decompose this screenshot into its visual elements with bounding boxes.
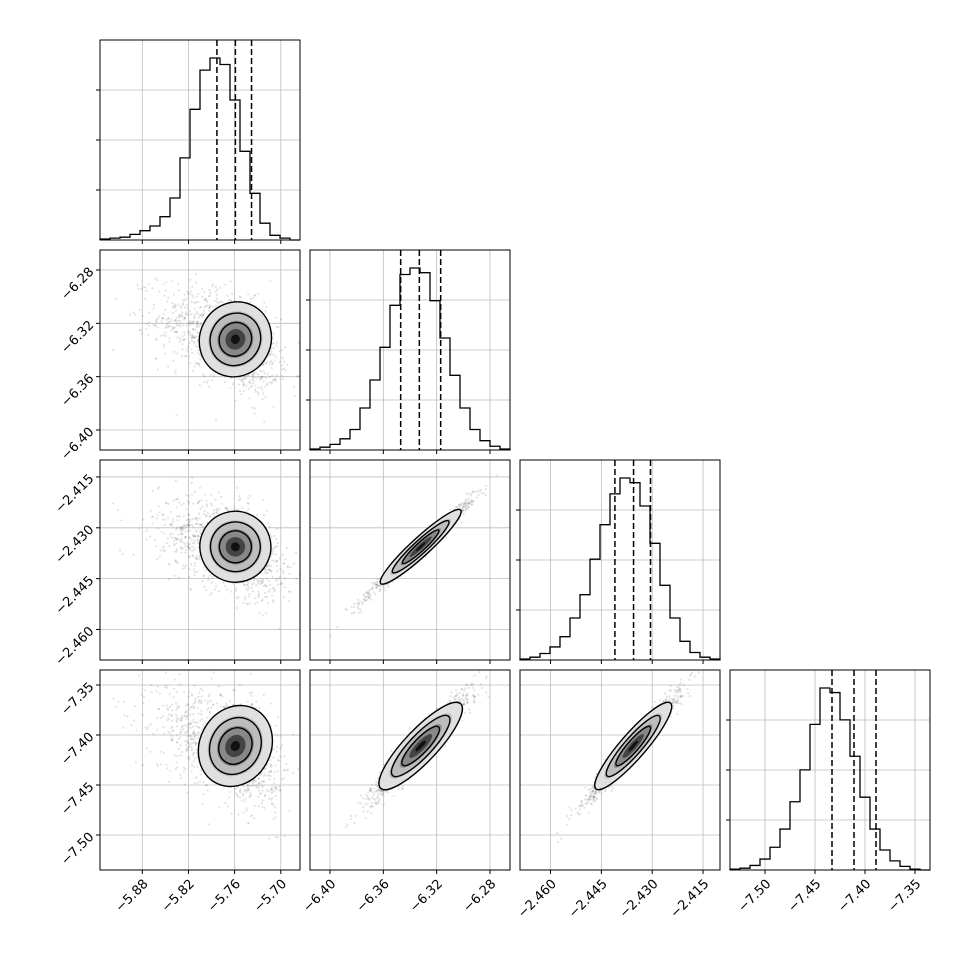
contour-2-1-2 <box>401 529 440 565</box>
panel-frame-3-1 <box>309 669 511 871</box>
x-tick-label-2-2: −2.430 <box>617 877 662 922</box>
hist-panel-2 <box>516 459 721 664</box>
y-tick-label-3-2: −7.40 <box>59 730 98 769</box>
x-tick-label-3-0: −7.50 <box>736 877 775 916</box>
panel-frame-3-0 <box>99 669 301 871</box>
x-tick-label-0-2: −5.76 <box>205 877 244 916</box>
pair-panel-2-0 <box>96 459 301 664</box>
x-tick-label-3-2: −7.40 <box>836 877 875 916</box>
y-tick-label-1-0: −6.40 <box>59 425 98 464</box>
hist-step-0 <box>99 57 300 241</box>
contour-3-2-1 <box>605 714 661 778</box>
hist-step-2 <box>519 477 721 660</box>
x-tick-label-1-0: −6.40 <box>301 877 340 916</box>
contour-1-0-0 <box>198 301 273 378</box>
contour-1-0-2 <box>218 321 253 357</box>
hist-step-1 <box>309 267 511 450</box>
hist-panel-0 <box>96 39 301 244</box>
y-tick-label-2-2: −2.430 <box>53 522 98 567</box>
contour-3-1-0 <box>378 701 464 791</box>
pair-panel-3-0 <box>96 669 301 874</box>
density-level-2-1-4 <box>415 542 426 552</box>
contour-2-0-1 <box>209 521 261 573</box>
panel-frame-2-1 <box>309 459 511 661</box>
x-tick-label-1-2: −6.32 <box>407 877 446 916</box>
contour-3-2-0 <box>594 701 673 791</box>
contour-2-1-0 <box>379 508 462 585</box>
density-level-1-0-4 <box>230 334 240 345</box>
x-tick-label-1-3: −6.28 <box>461 877 500 916</box>
y-tick-label-3-0: −7.50 <box>59 830 98 869</box>
x-tick-label-1-1: −6.36 <box>354 877 393 916</box>
pair-panel-3-2 <box>519 669 721 874</box>
hist-panel-1 <box>306 249 511 454</box>
panel-frame-3-2 <box>519 669 721 871</box>
contour-3-0-1 <box>208 716 262 776</box>
y-tick-label-2-0: −2.460 <box>53 624 98 669</box>
density-shading-2-1 <box>379 508 462 585</box>
contour-3-1-2 <box>401 725 441 767</box>
x-tick-label-3-3: −7.35 <box>886 877 925 916</box>
density-shading-1-0 <box>198 301 273 378</box>
x-tick-label-0-3: −5.70 <box>251 877 290 916</box>
panel-frame-1-0 <box>99 249 301 451</box>
contour-2-0-0 <box>199 510 272 583</box>
panel-bg-3-0 <box>100 670 300 870</box>
density-level-3-2-4 <box>628 740 639 752</box>
x-tick-label-2-0: −2.460 <box>515 877 560 922</box>
y-tick-label-2-1: −2.445 <box>53 573 98 618</box>
x-tick-label-2-1: −2.445 <box>566 877 611 922</box>
contour-3-0-0 <box>197 704 274 788</box>
x-tick-label-0-0: −5.88 <box>113 877 152 916</box>
density-shading-3-1 <box>378 701 464 791</box>
density-level-2-0-4 <box>230 542 240 552</box>
y-tick-label-3-1: −7.45 <box>59 780 98 819</box>
x-tick-label-2-3: −2.415 <box>668 877 713 922</box>
density-level-3-1-4 <box>415 740 426 752</box>
y-tick-label-1-1: −6.36 <box>59 371 98 410</box>
contour-3-0-2 <box>218 727 253 765</box>
y-tick-label-1-2: −6.32 <box>59 318 98 357</box>
density-shading-2-0 <box>199 510 272 583</box>
density-shading-3-2 <box>594 701 673 791</box>
hist-panel-3 <box>726 669 931 874</box>
pair-panel-1-0 <box>96 249 301 454</box>
contour-2-0-2 <box>218 530 253 564</box>
x-tick-label-3-1: −7.45 <box>786 877 825 916</box>
contour-3-1-1 <box>390 714 451 778</box>
y-tick-label-3-3: −7.35 <box>59 680 98 719</box>
density-shading-3-0 <box>197 704 274 788</box>
x-tick-label-0-1: −5.82 <box>159 877 198 916</box>
contour-1-0-1 <box>209 312 262 367</box>
contour-3-2-2 <box>615 725 652 767</box>
y-tick-label-1-3: −6.28 <box>59 265 98 304</box>
y-tick-label-2-3: −2.415 <box>53 472 98 517</box>
density-level-3-0-4 <box>230 740 241 752</box>
hist-step-3 <box>729 687 930 871</box>
pair-panel-3-1 <box>309 669 511 874</box>
contour-2-1-1 <box>391 519 450 574</box>
pair-panel-2-1 <box>309 459 511 664</box>
panel-frame-2-0 <box>99 459 301 661</box>
